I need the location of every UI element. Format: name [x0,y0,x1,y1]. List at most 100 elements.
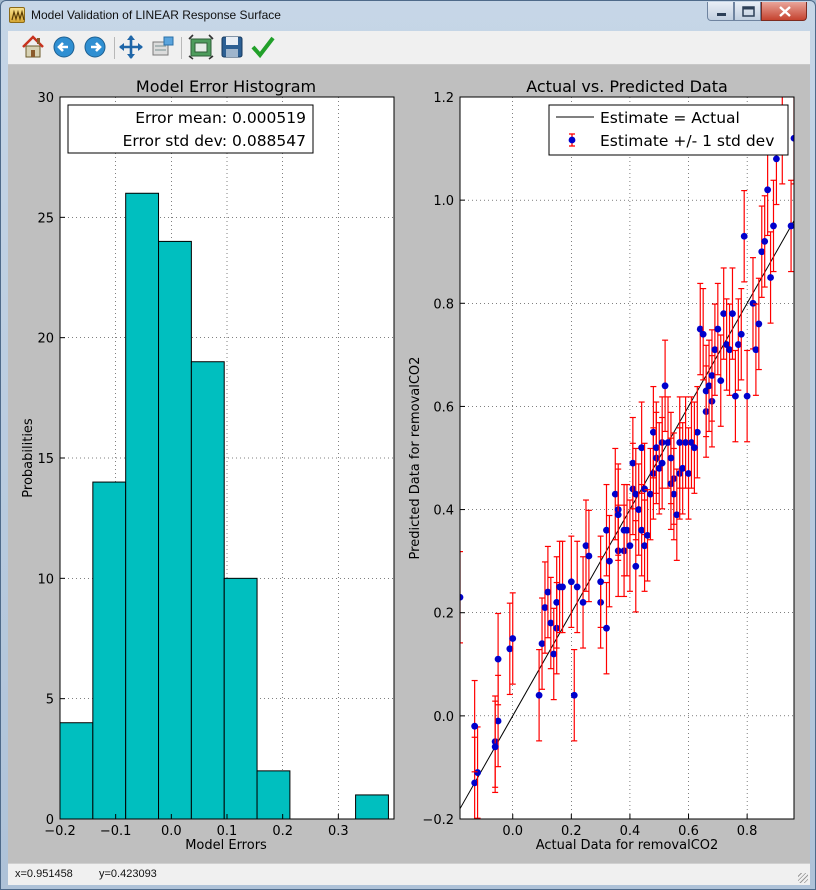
data-point [655,464,663,472]
hist-bar [355,794,389,820]
data-point [679,464,687,472]
data-point [544,588,552,596]
legend-point-swatch [568,136,576,144]
checkmark-icon [251,36,275,59]
data-point [579,599,587,606]
hist-xtick-label: 0.2 [272,824,293,839]
data-point [752,346,760,354]
hist-title: Model Error Histogram [136,77,316,96]
hist-ylabel: Probabilities [21,418,36,498]
data-point [632,562,640,570]
check-button[interactable] [250,34,276,60]
data-point [632,490,640,498]
close-button[interactable] [761,2,807,21]
data-point [661,382,669,390]
status-x-coordinate: x=0.951458 [15,868,73,880]
data-point [626,542,634,550]
data-point [614,511,622,519]
scatter-points [460,97,794,819]
data-point [641,542,648,550]
zoom-button[interactable] [150,34,176,60]
forward-button[interactable] [82,34,108,60]
save-button[interactable] [219,34,245,60]
data-point [550,650,558,658]
resize-grip[interactable] [798,873,808,883]
data-point [535,691,543,699]
toolbar [8,31,810,65]
zoom-rect-icon [152,36,174,56]
data-point [685,470,692,477]
scatter-ytick-label: −0.2 [422,813,454,828]
hist-ticks: −0.2 −0.1 0.0 0.1 0.2 0.3 0 5 10 15 20 25 30 [37,91,348,839]
scatter-xlabel: Actual Data for removalCO2 [536,838,719,853]
hist-xlabel: Model Errors [185,838,267,853]
error-mean-label: Error mean: 0.000519 [135,109,306,127]
data-point [667,454,675,462]
data-point [673,511,681,519]
data-point [761,238,769,245]
data-point [658,459,666,467]
scatter-xtick-label: 0.2 [561,824,582,839]
data-point [623,526,631,534]
maximize-button[interactable] [734,2,761,21]
hist-ytick-label: 10 [37,572,54,587]
data-point [787,222,794,230]
hist-bar [256,770,291,820]
status-y-coordinate: y=0.423093 [99,868,157,880]
hist-legend-box [67,104,314,154]
status-bar: x=0.951458 y=0.423093 [8,863,810,885]
data-point [737,330,745,338]
data-point [711,346,719,354]
data-point [729,310,736,317]
scatter-plot: Actual vs. Predicted Data 0.0 0.2 0.4 0.6 0.… [408,77,795,853]
minimize-button[interactable] [707,2,734,21]
data-point [717,377,725,385]
data-point [547,619,555,627]
data-point [732,392,739,400]
data-point [770,222,777,230]
data-point [559,583,566,591]
data-point [690,444,698,452]
data-point [647,490,654,498]
hist-xtick-label: 0.1 [217,824,238,839]
hist-xtick-label: −0.1 [100,824,132,839]
hist-xtick-label: 0.0 [161,824,182,839]
data-point [696,325,704,333]
data-point [767,274,774,281]
figure-canvas[interactable]: Model Error Histogram −0.2 −0.1 0.0 0.1 0.2 0… [8,65,810,863]
hist-bar [223,577,258,820]
data-point [682,439,689,446]
configure-button[interactable] [188,34,214,60]
data-point [705,382,713,390]
home-button[interactable] [20,34,46,60]
scatter-ytick-label: 1.2 [433,91,454,106]
scatter-xtick-label: 0.4 [620,824,641,839]
window-title: Model Validation of LINEAR Response Surf… [31,8,281,22]
data-point [603,526,610,534]
data-point [471,779,479,787]
data-point [764,186,772,194]
scatter-xtick-label: 0.0 [502,824,523,839]
data-point [538,640,546,648]
data-point [638,526,646,534]
hist-ytick-label: 0 [46,813,54,828]
data-point [693,428,701,436]
data-point [793,203,794,208]
data-point [641,485,648,493]
data-point [573,583,581,591]
scatter-xtick-label: 0.8 [737,824,758,839]
pan-button[interactable] [118,34,144,60]
home-icon [22,35,44,58]
save-icon [221,36,243,58]
toolbar-separator [114,37,115,59]
scatter-xtick-label: 0.6 [678,824,699,839]
title-bar[interactable]: Model Validation of LINEAR Response Surf… [1,1,815,31]
data-point [699,330,707,338]
scatter-ytick-label: 0.0 [433,710,454,725]
back-button[interactable] [51,34,77,60]
data-point [494,717,502,725]
scatter-ylabel: Predicted Data for removalCO2 [408,357,423,560]
scatter-legend-box [548,104,789,156]
data-point [506,645,514,653]
configure-subplots-icon [188,34,214,60]
